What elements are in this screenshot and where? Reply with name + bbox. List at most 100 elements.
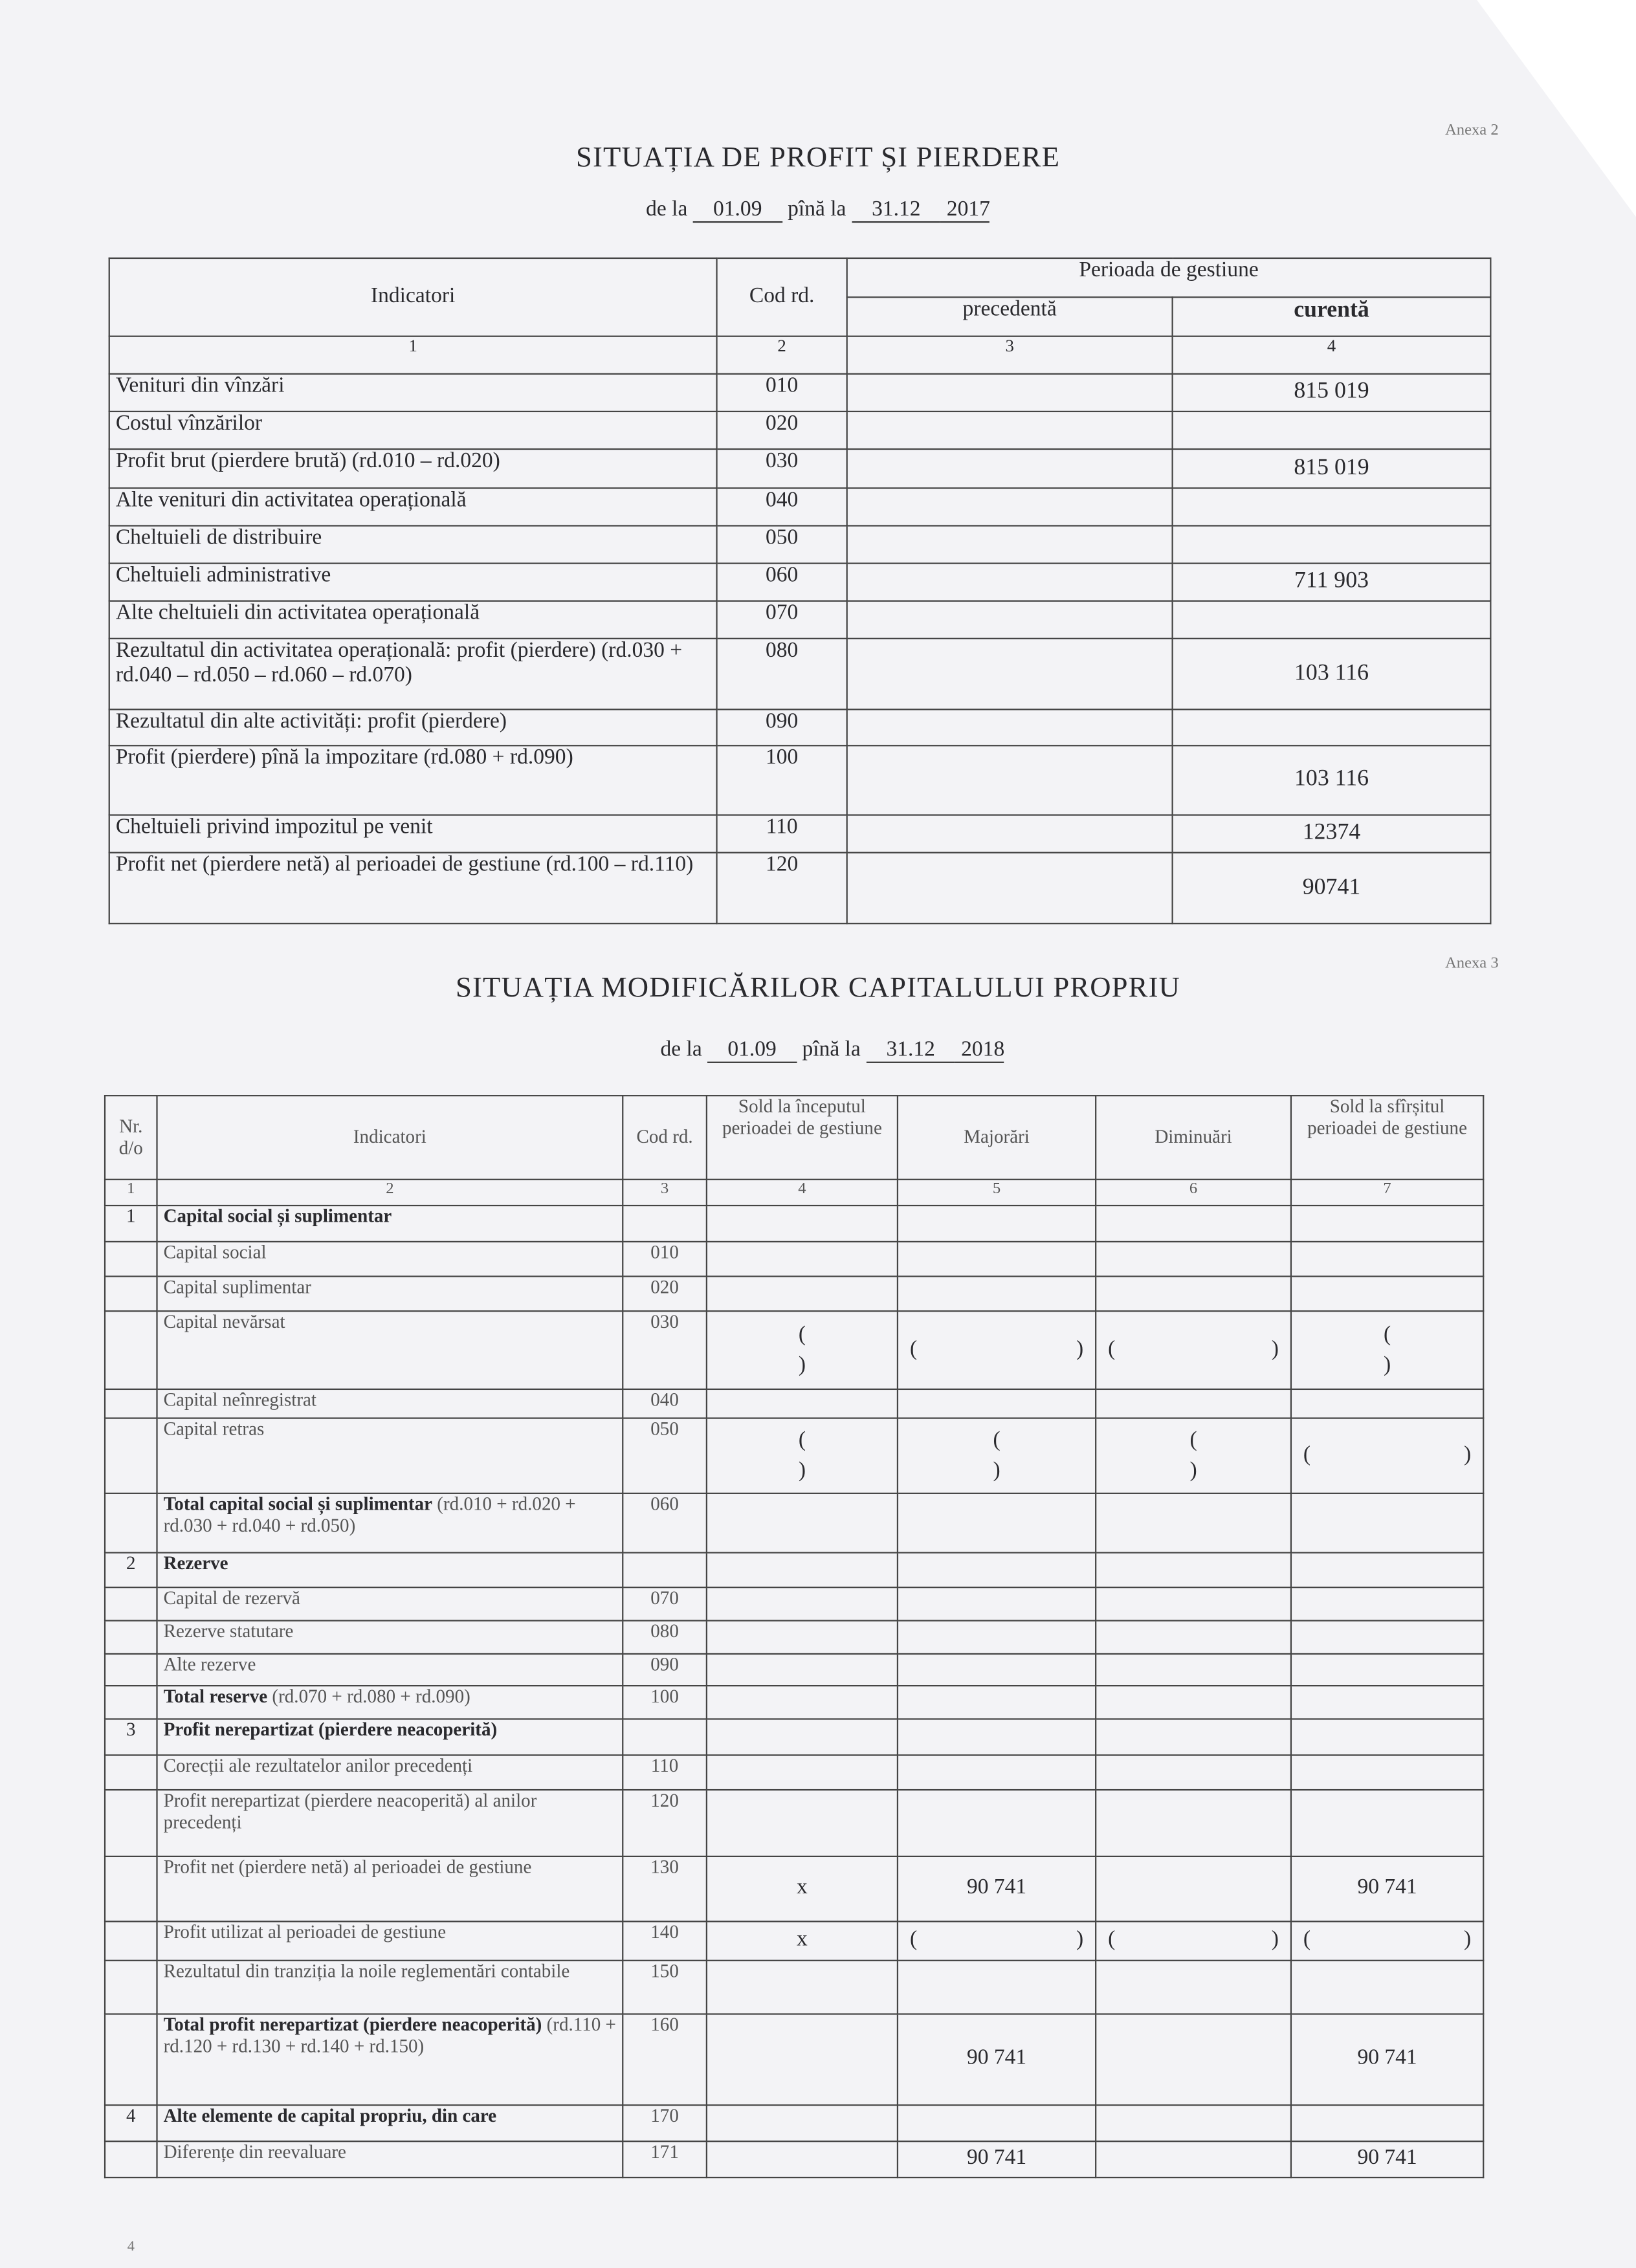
current-value: 815 019 bbox=[1171, 448, 1492, 489]
nr-cell bbox=[104, 1855, 158, 1922]
current-value: 711 903 bbox=[1171, 562, 1492, 602]
annex-label-2: Anexa 3 bbox=[1445, 954, 1499, 973]
period-from: 01.09 bbox=[713, 198, 762, 221]
closing-value bbox=[1290, 1204, 1485, 1243]
code-cell: 120 bbox=[716, 852, 848, 925]
period-to-label: pînă la bbox=[788, 198, 846, 221]
period-line: de la 01.09 pînă la 31.12 2017 bbox=[0, 198, 1636, 223]
indicator-label: Capital suplimentar bbox=[163, 1275, 311, 1297]
indicator-cell: Cheltuieli de distribuire bbox=[108, 525, 718, 564]
indicator-cell: Capital retras bbox=[156, 1417, 624, 1494]
indicator-label: Capital nevărsat bbox=[163, 1310, 285, 1332]
opening-value bbox=[705, 1552, 899, 1589]
decreases-value bbox=[1095, 1552, 1292, 1589]
code-cell: 020 bbox=[622, 1275, 708, 1312]
nr-cell: 3 bbox=[104, 1718, 158, 1756]
indicator-cell: Capital nevărsat bbox=[156, 1310, 624, 1391]
period-year: 2018 bbox=[961, 1038, 1005, 1062]
increases-value bbox=[896, 1275, 1097, 1312]
period-to: 31.12 bbox=[886, 1038, 935, 1062]
code-cell: 160 bbox=[622, 2013, 708, 2106]
indicator-cell: Capital neînregistrat bbox=[156, 1388, 624, 1419]
opening-value bbox=[705, 2141, 899, 2179]
indicator-cell: Profit nerepartizat (pierdere neacoperit… bbox=[156, 1789, 624, 1857]
increases-value bbox=[896, 1789, 1097, 1857]
code-cell: 090 bbox=[716, 709, 848, 747]
nr-cell bbox=[104, 1754, 158, 1791]
header-code: Cod rd. bbox=[622, 1095, 708, 1180]
nr-cell bbox=[104, 1417, 158, 1494]
opening-value bbox=[705, 1587, 899, 1622]
folded-corner bbox=[1477, 0, 1636, 217]
nr-cell bbox=[104, 1959, 158, 2015]
table-row: Capital neînregistrat 040 bbox=[104, 1388, 1485, 1419]
table-row: Profit brut (pierdere brută) (rd.010 – r… bbox=[108, 448, 1492, 489]
table-row: Profit net (pierdere netă) al perioadei … bbox=[108, 852, 1492, 925]
parenthesized-value: () bbox=[798, 1429, 806, 1482]
opening-value: () bbox=[705, 1417, 899, 1494]
closing-value: () bbox=[1290, 1921, 1485, 1961]
code-cell: 100 bbox=[716, 745, 848, 816]
opening-value: x bbox=[705, 1921, 899, 1961]
decreases-value bbox=[1095, 2104, 1292, 2142]
closing-value: 90 741 bbox=[1290, 2013, 1485, 2106]
indicator-cell: Total capital social și suplimentar (rd.… bbox=[156, 1492, 624, 1554]
previous-value bbox=[846, 373, 1173, 413]
decreases-value bbox=[1095, 1959, 1292, 2015]
code-cell: 010 bbox=[622, 1240, 708, 1277]
increases-value: () bbox=[896, 1417, 1097, 1494]
previous-value bbox=[846, 814, 1173, 853]
indicator-label: Alte rezerve bbox=[163, 1653, 256, 1675]
decreases-value bbox=[1095, 2141, 1292, 2179]
indicator-cell: Alte venituri din activitatea operaționa… bbox=[108, 487, 718, 527]
indicator-label: Capital de rezervă bbox=[163, 1587, 300, 1609]
nr-cell bbox=[104, 1310, 158, 1391]
increases-value: 90 741 bbox=[896, 2013, 1097, 2106]
decreases-value bbox=[1095, 2013, 1292, 2106]
code-cell: 020 bbox=[716, 410, 848, 450]
parenthesized-value: () bbox=[909, 1928, 1084, 1952]
code-cell: 100 bbox=[622, 1685, 708, 1720]
indicator-cell: Cheltuieli privind impozitul pe venit bbox=[108, 814, 718, 853]
decreases-value bbox=[1095, 1587, 1292, 1622]
increases-value: 90 741 bbox=[896, 1855, 1097, 1922]
code-cell bbox=[622, 1718, 708, 1756]
opening-value bbox=[705, 1388, 899, 1419]
indicator-label: Profit nerepartizat (pierdere neacoperit… bbox=[163, 1789, 537, 1833]
opening-value bbox=[705, 1754, 899, 1791]
column-number: 1 bbox=[108, 335, 718, 375]
closing-value: 90 741 bbox=[1290, 2141, 1485, 2179]
opening-value: () bbox=[705, 1310, 899, 1391]
indicator-label: Rezerve bbox=[163, 1552, 228, 1574]
indicator-cell: Alte cheltuieli din activitatea operațio… bbox=[108, 600, 718, 639]
increases-value bbox=[896, 1492, 1097, 1554]
decreases-value bbox=[1095, 1240, 1292, 1277]
nr-cell bbox=[104, 1240, 158, 1277]
indicator-cell: Alte rezerve bbox=[156, 1653, 624, 1687]
decreases-value bbox=[1095, 1789, 1292, 1857]
increases-value bbox=[896, 1685, 1097, 1720]
indicator-cell: Alte elemente de capital propriu, din ca… bbox=[156, 2104, 624, 2142]
header-nr: Nr. d/o bbox=[104, 1095, 158, 1180]
table-row: Venituri din vînzări 010 815 019 bbox=[108, 373, 1492, 413]
decreases-value bbox=[1095, 1718, 1292, 1756]
code-cell: 010 bbox=[716, 373, 848, 413]
current-value bbox=[1171, 600, 1492, 639]
indicator-cell: Capital suplimentar bbox=[156, 1275, 624, 1312]
code-cell: 070 bbox=[716, 600, 848, 639]
opening-value bbox=[705, 1685, 899, 1720]
parenthesized-value: () bbox=[1108, 1928, 1279, 1952]
closing-value bbox=[1290, 1388, 1485, 1419]
closing-value bbox=[1290, 1718, 1485, 1756]
page-mark: 4 bbox=[127, 2239, 135, 2255]
opening-value bbox=[705, 1653, 899, 1687]
opening-value bbox=[705, 2013, 899, 2106]
opening-value bbox=[705, 1492, 899, 1554]
indicator-label: Alte elemente de capital propriu, din ca… bbox=[163, 2104, 497, 2126]
decreases-value bbox=[1095, 1620, 1292, 1655]
indicator-formula: (rd.110 + rd.120 + rd.130 + rd.140 + rd.… bbox=[163, 2013, 616, 2057]
column-number: 3 bbox=[622, 1178, 708, 1207]
nr-cell bbox=[104, 1388, 158, 1419]
current-value bbox=[1171, 525, 1492, 564]
closing-value bbox=[1290, 2104, 1485, 2142]
